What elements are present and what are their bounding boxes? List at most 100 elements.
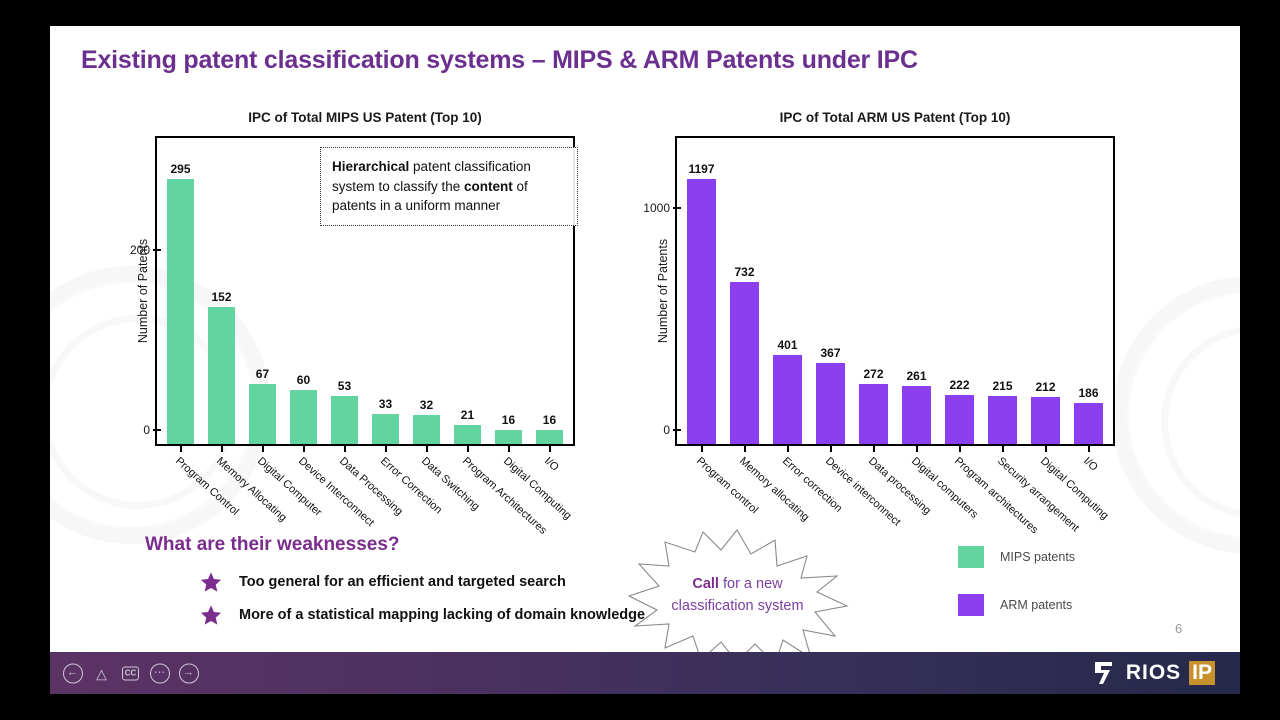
bar-value-label: 53: [337, 379, 352, 394]
chart-mips-plot-area: Number of Patents 295 152 67 60 53 33 32 21 16 16…: [130, 136, 575, 537]
chart-mips-title: IPC of Total MIPS US Patent (Top 10): [248, 110, 482, 125]
chart-bar: 16: [535, 413, 564, 444]
bar-value-label: 32: [419, 398, 434, 413]
bar-slot: 186: [1067, 138, 1110, 444]
chart-arm-plot-area: Number of Patents 1197 732 401 367 272 261 222…: [643, 136, 1115, 536]
bar-slot: 16: [529, 138, 570, 444]
bar-value-label: 261: [906, 369, 927, 384]
x-tick-mark: [938, 444, 981, 452]
x-tick-mark: [680, 444, 723, 452]
rios-logo-text: RIOS: [1125, 661, 1182, 684]
legend-item: ARM patents: [958, 594, 1075, 616]
chart-bar: 60: [289, 373, 318, 444]
x-tick-mark: [895, 444, 938, 452]
x-tick-mark: [488, 444, 529, 452]
bar-value-label: 295: [170, 161, 191, 176]
closed-caption-icon[interactable]: CC: [120, 663, 141, 684]
chart-mips-x-ticks: [157, 444, 573, 452]
x-label-slot: Digital Computing: [1024, 453, 1110, 543]
slide-canvas: Existing patent classification systems –…: [50, 26, 1240, 694]
bar-value-label: 152: [211, 290, 232, 305]
x-label-slot: Data processing: [852, 453, 932, 543]
back-arrow-icon[interactable]: ←: [62, 663, 83, 684]
bar-value-label: 401: [777, 338, 798, 353]
x-tick-mark: [447, 444, 488, 452]
x-label-slot: Digital Computer: [242, 453, 323, 543]
more-options-icon[interactable]: ⋯: [149, 663, 170, 684]
chart-mips-x-labels: Program Control Memory Allocating Digital …: [157, 453, 573, 543]
bar-slot: 21: [447, 138, 488, 444]
chart-bar: 295: [166, 162, 195, 444]
bar-slot: 295: [160, 138, 201, 444]
weakness-item-1-text: Too general for an efficient and targete…: [239, 574, 566, 590]
bar-value-label: 367: [820, 345, 841, 360]
presentation-toolbar[interactable]: ← △ CC ⋯ →: [62, 663, 199, 684]
chart-mips: IPC of Total MIPS US Patent (Top 10) Num…: [130, 110, 575, 537]
weakness-item-2: More of a statistical mapping lacking of…: [200, 604, 645, 626]
page-title: Existing patent classification systems –…: [81, 46, 918, 74]
bar-slot: 215: [981, 138, 1024, 444]
x-label-slot: Digital Computing: [488, 453, 573, 543]
weakness-item-1: Too general for an efficient and targete…: [200, 571, 566, 593]
x-label-slot: Error Correction: [365, 453, 443, 543]
y-axis-tick-label: 200: [129, 243, 150, 257]
x-tick-mark: [766, 444, 809, 452]
chart-bar: 186: [1074, 386, 1103, 444]
forward-arrow-icon[interactable]: →: [178, 663, 199, 684]
chart-arm-plot-frame: 1197 732 401 367 272 261 222 215 212 186 Program …: [643, 136, 1115, 536]
legend-color-swatch: [958, 546, 984, 568]
watermark-seal-right: [1112, 276, 1240, 554]
rios-logo-ip-badge: IP: [1189, 661, 1215, 685]
star-icon: [200, 604, 222, 626]
bar-value-label: 33: [378, 397, 393, 412]
weaknesses-heading: What are their weaknesses?: [145, 534, 400, 555]
x-axis-category-label: I/O: [1080, 455, 1100, 474]
bar-value-label: 732: [734, 264, 755, 279]
chart-bar: 16: [494, 413, 523, 444]
bar-value-label: 1197: [688, 161, 715, 176]
bar-value-label: 222: [949, 377, 970, 392]
bar-value-label: 16: [542, 412, 557, 427]
x-axis-category-label: I/O: [541, 455, 561, 474]
bar-slot: 53: [324, 138, 365, 444]
x-tick-mark: [160, 444, 201, 452]
bar-value-label: 60: [296, 373, 311, 387]
bar-slot: 1197: [680, 138, 723, 444]
bar-slot: 732: [723, 138, 766, 444]
pen-marker-icon[interactable]: △: [96, 665, 107, 681]
starburst-callout: Call for a new classification system: [625, 526, 850, 666]
x-label-slot: Memory Allocating: [201, 453, 288, 543]
chart-bar: 33: [371, 397, 400, 444]
y-axis-tick-label: 1000: [643, 201, 670, 216]
y-axis-tick-label: 0: [663, 423, 670, 437]
bar-value-label: 16: [501, 412, 516, 427]
chart-bar: 261: [902, 369, 931, 444]
chart-arm-bars: 1197 732 401 367 272 261 222 215 212 186: [677, 138, 1113, 444]
chart-mips-plot-frame: 295 152 67 60 53 33 32 21 16 16 Program Control Me…: [130, 136, 575, 537]
bar-value-label: 186: [1078, 385, 1099, 400]
x-tick-mark: [365, 444, 406, 452]
x-tick-mark: [406, 444, 447, 452]
bar-slot: 67: [242, 138, 283, 444]
bar-value-label: 67: [255, 366, 270, 381]
bar-slot: 367: [809, 138, 852, 444]
x-label-slot: Security arrangement: [981, 453, 1080, 543]
bar-slot: 16: [488, 138, 529, 444]
x-tick-mark: [1067, 444, 1110, 452]
chart-arm: IPC of Total ARM US Patent (Top 10) Numb…: [643, 110, 1115, 536]
bar-value-label: 272: [863, 366, 884, 381]
bar-slot: 32: [406, 138, 447, 444]
bar-slot: 222: [938, 138, 981, 444]
x-tick-mark: [809, 444, 852, 452]
chart-bar: 152: [207, 290, 236, 444]
chart-legend: MIPS patents ARM patents: [958, 546, 1075, 642]
chart-mips-bars: 295 152 67 60 53 33 32 21 16 16: [157, 138, 573, 444]
chart-arm-x-ticks: [677, 444, 1113, 452]
x-tick-mark: [1024, 444, 1067, 452]
x-label-slot: Device Interconnect: [283, 453, 375, 543]
bar-slot: 401: [766, 138, 809, 444]
x-label-slot: Program Control: [160, 453, 240, 543]
bar-slot: 60: [283, 138, 324, 444]
x-label-slot: Program architectures: [938, 453, 1039, 543]
chart-bar: 32: [412, 398, 441, 444]
